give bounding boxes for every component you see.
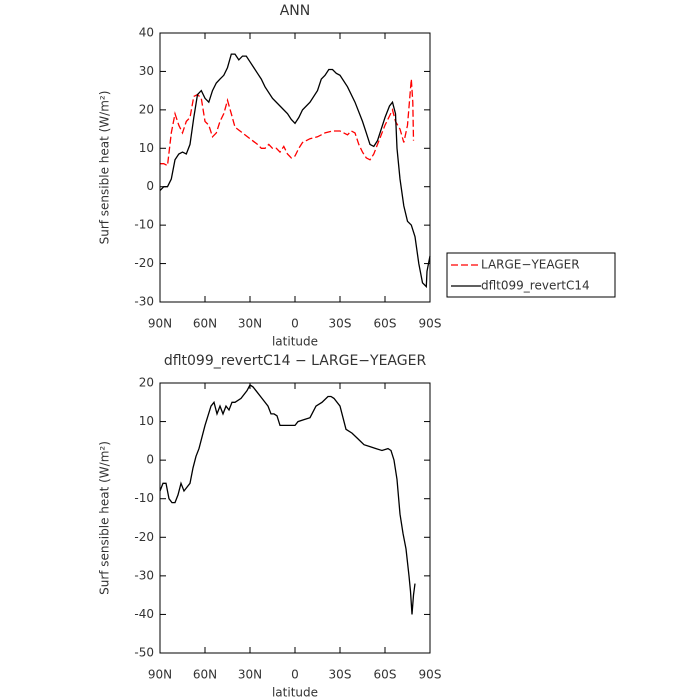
y-tick-label: -30 bbox=[134, 568, 154, 582]
legend-box bbox=[446, 252, 616, 298]
x-tick-label: 0 bbox=[291, 668, 299, 682]
x-tick-label: 90S bbox=[419, 317, 442, 331]
x-tick-label: 90S bbox=[419, 668, 442, 682]
y-tick-label: -10 bbox=[134, 491, 154, 505]
y-tick-label: 20 bbox=[139, 376, 154, 390]
y-tick-label: 10 bbox=[139, 414, 154, 428]
y-axis-label: Surf sensible heat (W/m²) bbox=[98, 91, 112, 245]
x-tick-label: 60N bbox=[193, 668, 217, 682]
y-tick-label: -10 bbox=[134, 218, 154, 232]
data-line bbox=[159, 383, 416, 615]
x-tick-label: 30N bbox=[238, 668, 262, 682]
x-tick-label: 30N bbox=[238, 317, 262, 331]
x-axis-label: latitude bbox=[272, 335, 318, 349]
legend-label: LARGE−YEAGER bbox=[481, 258, 580, 272]
chart-title: dflt099_revertC14 − LARGE−YEAGER bbox=[164, 353, 427, 369]
y-tick-label: 20 bbox=[139, 102, 154, 116]
x-tick-label: 90N bbox=[148, 317, 172, 331]
y-axis-label: Surf sensible heat (W/m²) bbox=[98, 441, 112, 595]
y-tick-label: -30 bbox=[134, 295, 154, 309]
y-tick-label: -20 bbox=[134, 530, 154, 544]
x-tick-label: 0 bbox=[291, 317, 299, 331]
x-tick-label: 60S bbox=[374, 317, 397, 331]
data-line bbox=[159, 53, 431, 289]
legend-label: dflt099_revertC14 bbox=[481, 279, 590, 293]
data-line bbox=[160, 79, 415, 167]
y-tick-label: 0 bbox=[146, 453, 154, 467]
x-tick-label: 30S bbox=[329, 317, 352, 331]
x-tick-label: 60N bbox=[193, 317, 217, 331]
y-tick-label: 40 bbox=[139, 26, 154, 40]
y-tick-label: 30 bbox=[139, 64, 154, 78]
y-tick-label: -50 bbox=[134, 646, 154, 660]
plot-frame bbox=[159, 32, 431, 303]
y-tick-label: -40 bbox=[134, 607, 154, 621]
y-tick-label: -20 bbox=[134, 256, 154, 270]
plot-frame bbox=[159, 382, 431, 654]
y-tick-label: 10 bbox=[139, 141, 154, 155]
y-tick-label: 0 bbox=[146, 179, 154, 193]
chart-title: ANN bbox=[280, 3, 311, 19]
x-tick-label: 90N bbox=[148, 668, 172, 682]
x-tick-label: 60S bbox=[374, 668, 397, 682]
x-tick-label: 30S bbox=[329, 668, 352, 682]
x-axis-label: latitude bbox=[272, 686, 318, 700]
